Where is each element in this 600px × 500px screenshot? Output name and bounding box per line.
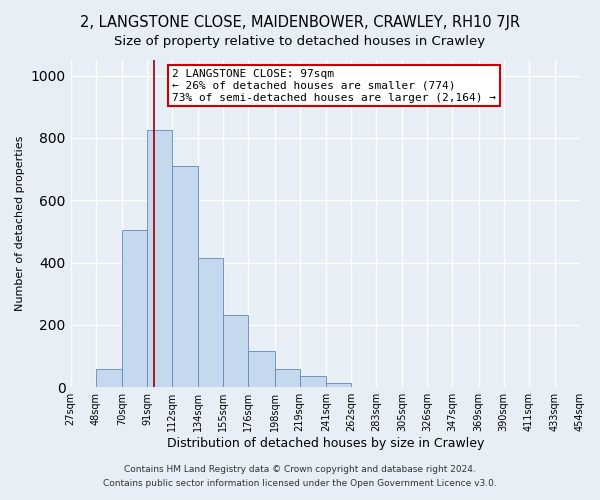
Text: Contains HM Land Registry data © Crown copyright and database right 2024.
Contai: Contains HM Land Registry data © Crown c… [103,466,497,487]
Bar [172,166,198,387]
Text: 2 LANGSTONE CLOSE: 97sqm
← 26% of detached houses are smaller (774)
73% of semi-: 2 LANGSTONE CLOSE: 97sqm ← 26% of detach… [172,70,496,102]
Bar [147,130,172,387]
Bar [122,230,147,387]
Bar [299,376,326,387]
Bar [275,370,299,387]
Bar [198,258,223,387]
Text: Size of property relative to detached houses in Crawley: Size of property relative to detached ho… [115,35,485,48]
Bar [223,315,248,387]
Text: 2, LANGSTONE CLOSE, MAIDENBOWER, CRAWLEY, RH10 7JR: 2, LANGSTONE CLOSE, MAIDENBOWER, CRAWLEY… [80,15,520,30]
Y-axis label: Number of detached properties: Number of detached properties [15,136,25,312]
Bar [248,350,275,387]
Bar [326,383,351,387]
Bar [95,370,122,387]
X-axis label: Distribution of detached houses by size in Crawley: Distribution of detached houses by size … [167,437,484,450]
